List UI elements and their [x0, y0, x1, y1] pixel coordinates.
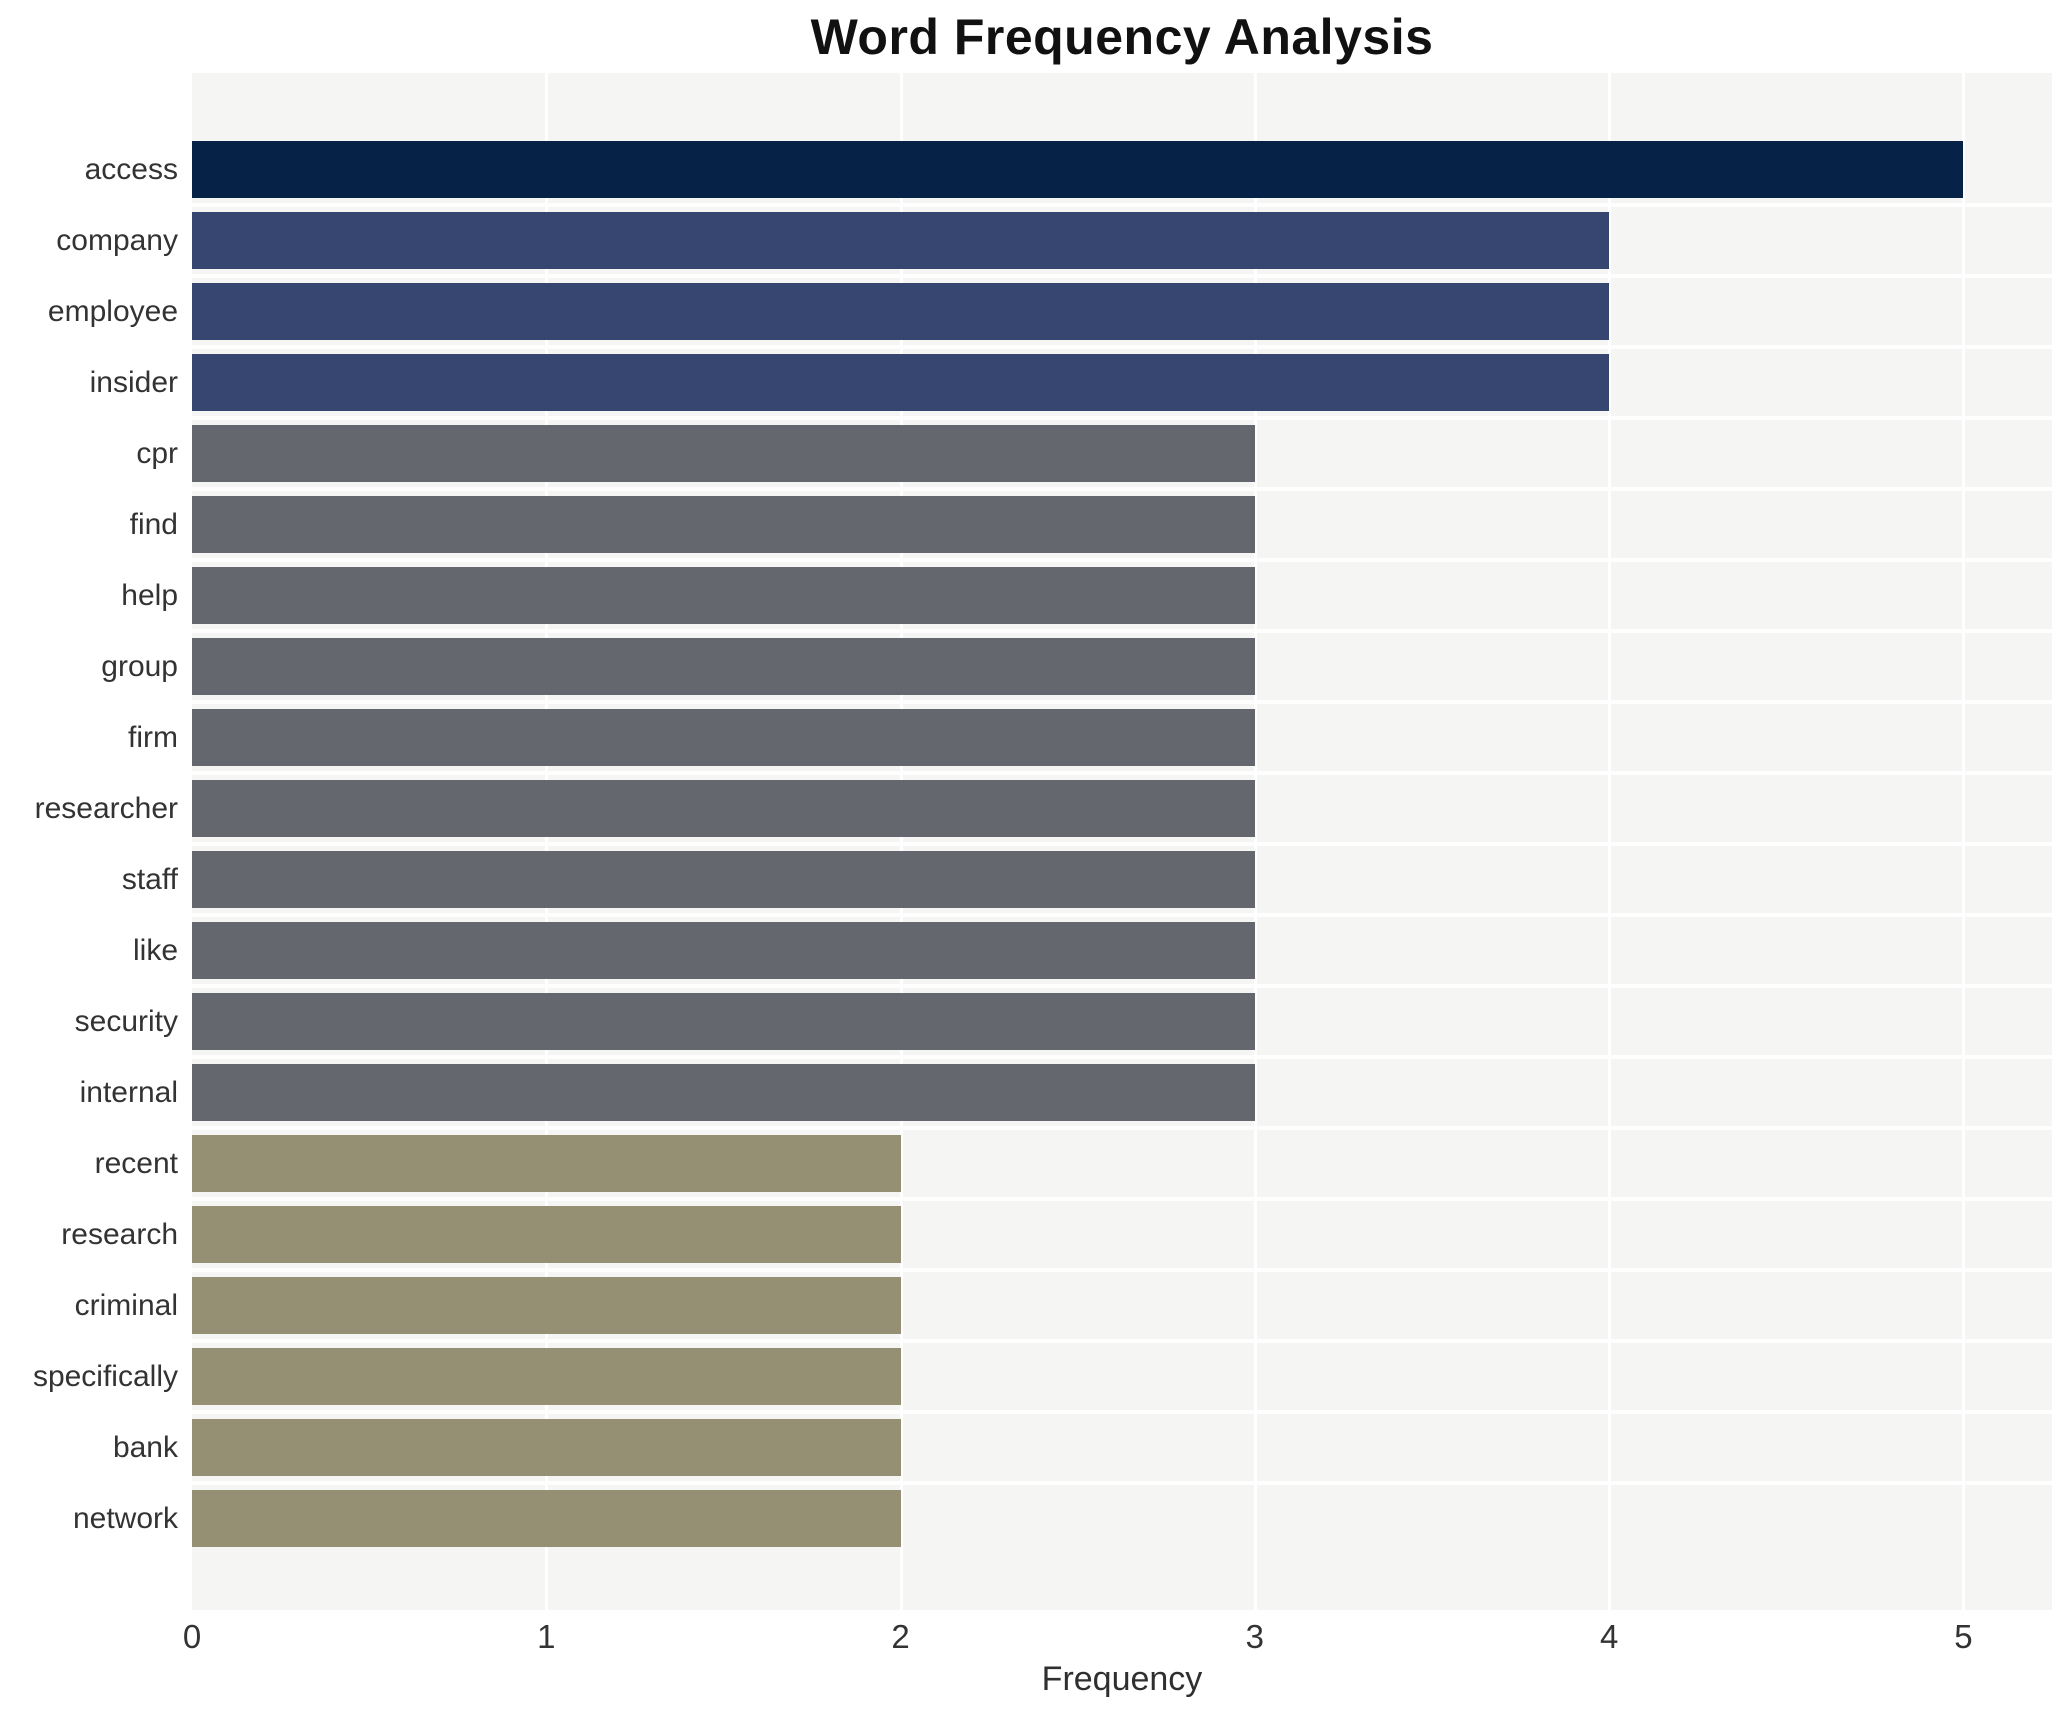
bar-row: help	[0, 558, 2070, 631]
chart-title: Word Frequency Analysis	[810, 9, 1434, 65]
category-label: staff	[121, 863, 178, 896]
bar-row: insider	[0, 345, 2070, 418]
x-tick-label: 3	[1245, 1618, 1265, 1655]
gridline	[899, 73, 903, 1610]
x-tick-label: 4	[1599, 1618, 1619, 1655]
bar-row: like	[0, 913, 2070, 986]
bar-track	[192, 134, 2052, 205]
bar-row: specifically	[0, 1339, 2070, 1412]
category-label: help	[121, 579, 178, 612]
frequency-bar	[192, 1064, 1255, 1121]
bar-track	[192, 1126, 2052, 1199]
frequency-bar	[192, 922, 1255, 979]
bar-track	[192, 1481, 2052, 1554]
frequency-bar	[192, 567, 1255, 624]
bar-track	[192, 1339, 2052, 1412]
category-label: network	[72, 1502, 178, 1535]
bar-track	[192, 700, 2052, 773]
category-label: insider	[89, 366, 178, 399]
category-label: internal	[79, 1076, 178, 1109]
frequency-bar	[192, 141, 1964, 198]
bar-row: access	[0, 134, 2070, 205]
frequency-bar	[192, 354, 1610, 411]
frequency-bar	[192, 780, 1255, 837]
bar-track	[192, 203, 2052, 276]
category-label: employee	[47, 295, 178, 328]
bar-track	[192, 274, 2052, 347]
category-label: firm	[128, 721, 178, 754]
bar-track	[192, 913, 2052, 986]
frequency-bar	[192, 496, 1255, 553]
bar-rows: access company employee insider cpr find…	[0, 134, 2070, 1554]
bar-track	[192, 345, 2052, 418]
frequency-bar	[192, 1419, 901, 1476]
bar-row: criminal	[0, 1268, 2070, 1341]
gridline	[1962, 73, 1966, 1610]
bar-row: cpr	[0, 416, 2070, 489]
frequency-bar	[192, 709, 1255, 766]
bar-track	[192, 1268, 2052, 1341]
bar-row: research	[0, 1197, 2070, 1270]
bar-row: staff	[0, 842, 2070, 915]
gridline	[1253, 73, 1257, 1610]
frequency-bar	[192, 1206, 901, 1263]
bar-track	[192, 984, 2052, 1057]
bar-row: network	[0, 1481, 2070, 1554]
frequency-bar	[192, 1277, 901, 1334]
x-tick-label: 2	[891, 1618, 910, 1655]
gridline	[1608, 73, 1612, 1610]
category-label: researcher	[34, 792, 178, 825]
category-label: group	[101, 650, 178, 683]
bar-track	[192, 1410, 2052, 1483]
x-tick-label: 5	[1954, 1618, 1973, 1655]
x-tick-label: 0	[182, 1618, 202, 1655]
bar-row: employee	[0, 274, 2070, 347]
bar-row: firm	[0, 700, 2070, 773]
category-label: cpr	[136, 437, 178, 470]
frequency-bar	[192, 993, 1255, 1050]
bar-row: bank	[0, 1410, 2070, 1483]
frequency-bar	[192, 638, 1255, 695]
bar-row: company	[0, 203, 2070, 276]
frequency-bar	[192, 1135, 901, 1192]
category-label: security	[74, 1005, 178, 1038]
x-axis-ticks: 0 1 2 3 4 5	[183, 1618, 2052, 1658]
frequency-bar	[192, 283, 1610, 340]
category-label: specifically	[32, 1360, 178, 1393]
category-label: like	[132, 934, 178, 967]
bar-track	[192, 771, 2052, 844]
gridline	[545, 73, 549, 1610]
category-label: criminal	[74, 1289, 178, 1322]
frequency-bar	[192, 425, 1255, 482]
bar-track	[192, 487, 2052, 560]
bar-track	[192, 558, 2052, 631]
category-label: bank	[112, 1431, 178, 1464]
frequency-bar	[192, 851, 1255, 908]
bar-row: group	[0, 629, 2070, 702]
frequency-bar	[192, 1348, 901, 1405]
bar-row: find	[0, 487, 2070, 560]
frequency-bar	[192, 212, 1610, 269]
bar-track	[192, 416, 2052, 489]
bar-row: security	[0, 984, 2070, 1057]
category-label: company	[56, 224, 178, 257]
category-label: find	[129, 508, 178, 541]
bar-row: internal	[0, 1055, 2070, 1128]
bar-row: recent	[0, 1126, 2070, 1199]
category-label: research	[61, 1218, 178, 1251]
category-label: recent	[94, 1147, 178, 1180]
bar-track	[192, 629, 2052, 702]
category-label: access	[84, 153, 178, 186]
x-tick-label: 1	[537, 1618, 556, 1655]
bar-track	[192, 1197, 2052, 1270]
bar-row: researcher	[0, 771, 2070, 844]
x-axis-label: Frequency	[1041, 1660, 1203, 1698]
frequency-bar	[192, 1490, 901, 1547]
bar-track	[192, 842, 2052, 915]
bar-track	[192, 1055, 2052, 1128]
